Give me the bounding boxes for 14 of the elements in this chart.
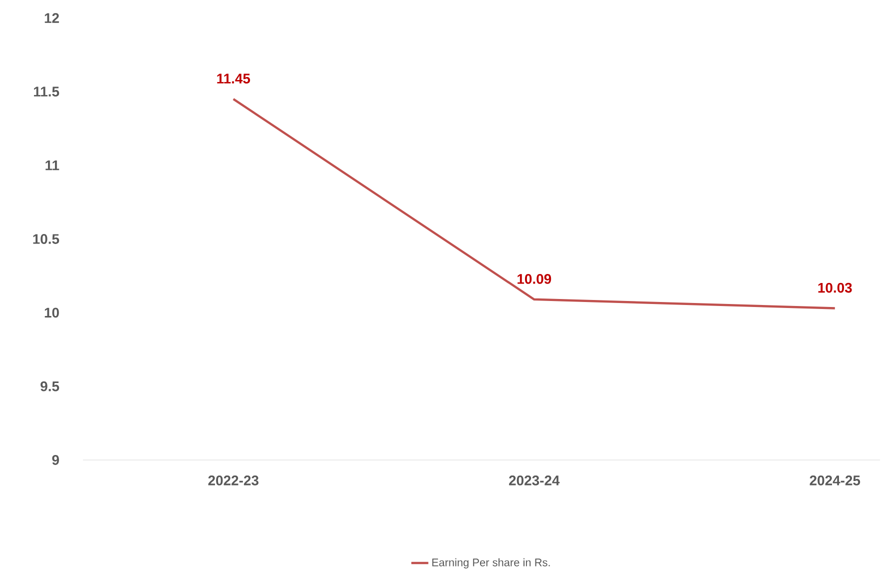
x-tick-label: 2024-25 <box>810 476 860 486</box>
legend-label: Earning Per share in Rs. <box>432 558 550 568</box>
x-tick-label: 2022-23 <box>208 476 258 486</box>
y-tick-label: 10.5 <box>33 234 60 244</box>
y-tick-label: 9.5 <box>40 381 60 392</box>
data-label: 11.45 <box>217 74 250 84</box>
data-label: 10.03 <box>818 282 852 293</box>
y-tick-label: 11.5 <box>34 86 60 97</box>
data-label: 10.09 <box>518 274 552 284</box>
x-tick-label: 2023-24 <box>509 476 560 486</box>
y-tick-label: 12 <box>44 13 59 23</box>
y-tick-label: 9 <box>52 455 59 465</box>
y-tick-label: 10 <box>44 308 59 318</box>
y-tick-label: 11 <box>46 160 60 170</box>
